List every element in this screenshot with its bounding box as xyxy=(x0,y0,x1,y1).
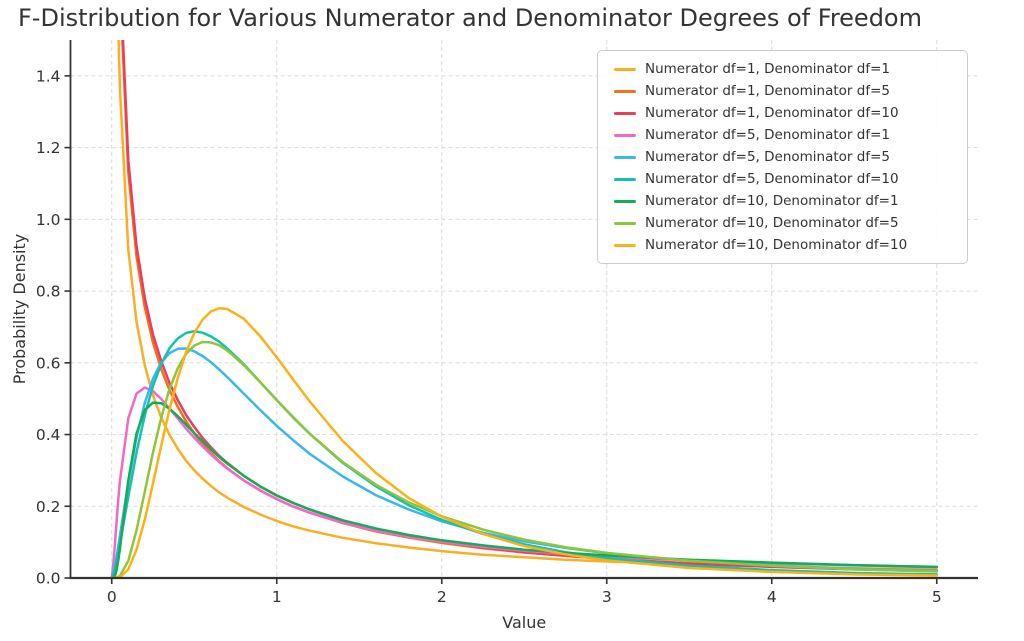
x-tick-label: 0 xyxy=(107,588,117,606)
series-line-1 xyxy=(117,40,939,571)
legend-line-swatch xyxy=(614,133,636,137)
chart-title: F-Distribution for Various Numerator and… xyxy=(18,4,922,32)
y-axis-label: Probability Density xyxy=(10,234,29,385)
legend-line-swatch xyxy=(614,155,636,159)
legend-item: Numerator df=10, Denominator df=5 xyxy=(608,212,957,234)
legend-item: Numerator df=10, Denominator df=10 xyxy=(608,234,957,256)
legend-label: Numerator df=10, Denominator df=10 xyxy=(645,237,908,253)
legend-label: Numerator df=5, Denominator df=10 xyxy=(645,171,899,187)
y-tick-label: 0.2 xyxy=(36,498,61,516)
y-tick-label: 0.0 xyxy=(36,570,61,588)
legend: Numerator df=1, Denominator df=1 Numerato… xyxy=(597,50,968,264)
x-tick-label: 5 xyxy=(932,588,942,606)
y-tick-label: 0.4 xyxy=(36,426,61,444)
legend-item: Numerator df=1, Denominator df=10 xyxy=(608,102,957,124)
y-tick-label: 1.4 xyxy=(36,67,61,85)
series-line-8 xyxy=(110,340,939,578)
x-axis-label: Value xyxy=(502,613,546,632)
legend-item: Numerator df=5, Denominator df=10 xyxy=(608,168,957,190)
legend-line-swatch xyxy=(614,177,636,181)
legend-line-swatch xyxy=(614,111,636,115)
y-tick-label: 0.6 xyxy=(36,354,61,372)
legend-label: Numerator df=10, Denominator df=1 xyxy=(645,193,899,209)
y-tick-label: 1.2 xyxy=(36,139,61,157)
x-tick-label: 3 xyxy=(602,588,612,606)
legend-item: Numerator df=1, Denominator df=1 xyxy=(608,58,957,80)
legend-item: Numerator df=5, Denominator df=1 xyxy=(608,124,957,146)
legend-label: Numerator df=1, Denominator df=5 xyxy=(645,83,890,99)
legend-line-swatch xyxy=(614,89,636,93)
legend-line-swatch xyxy=(614,199,636,203)
series-line-7 xyxy=(110,401,939,578)
x-tick-label: 2 xyxy=(437,588,447,606)
legend-label: Numerator df=5, Denominator df=1 xyxy=(645,127,890,143)
y-tick-label: 0.8 xyxy=(36,283,61,301)
legend-label: Numerator df=1, Denominator df=10 xyxy=(645,105,899,121)
legend-item: Numerator df=5, Denominator df=5 xyxy=(608,146,957,168)
series-line-6 xyxy=(110,329,939,578)
x-tick-label: 1 xyxy=(272,588,282,606)
legend-line-swatch xyxy=(614,67,636,71)
legend-item: Numerator df=1, Denominator df=5 xyxy=(608,80,957,102)
series-line-9 xyxy=(110,307,939,578)
legend-label: Numerator df=1, Denominator df=1 xyxy=(645,61,890,77)
legend-label: Numerator df=5, Denominator df=5 xyxy=(645,149,890,165)
x-tick-label: 4 xyxy=(767,588,777,606)
y-tick-label: 1.0 xyxy=(36,211,61,229)
legend-item: Numerator df=10, Denominator df=1 xyxy=(608,190,957,212)
legend-line-swatch xyxy=(614,221,636,225)
legend-label: Numerator df=10, Denominator df=5 xyxy=(645,215,899,231)
legend-line-swatch xyxy=(614,243,636,247)
